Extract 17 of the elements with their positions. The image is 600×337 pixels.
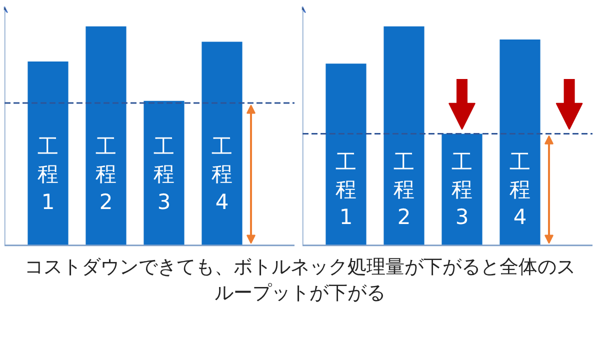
bar: [86, 26, 126, 246]
bar: [500, 40, 540, 246]
text: コストダウンできても、ボトルネック処理量が下がると全体のスループットが下がる: [24, 255, 576, 306]
x-tick-label: 工程4: [510, 150, 530, 230]
bar: [384, 26, 424, 246]
x-tick-label: 工程3: [154, 134, 174, 214]
bar: [28, 61, 68, 246]
x-tick-label: 工程1: [38, 134, 58, 214]
bar: [202, 42, 242, 246]
x-tick-label: 工程1: [336, 150, 356, 230]
x-tick-label: 工程2: [394, 150, 414, 230]
bar: [144, 100, 184, 246]
x-tick-label: 工程4: [212, 134, 232, 214]
x-tick-label: 工程2: [96, 134, 116, 214]
bar: [442, 134, 482, 246]
bar: [326, 64, 366, 246]
x-tick-label: 工程3: [452, 150, 472, 230]
